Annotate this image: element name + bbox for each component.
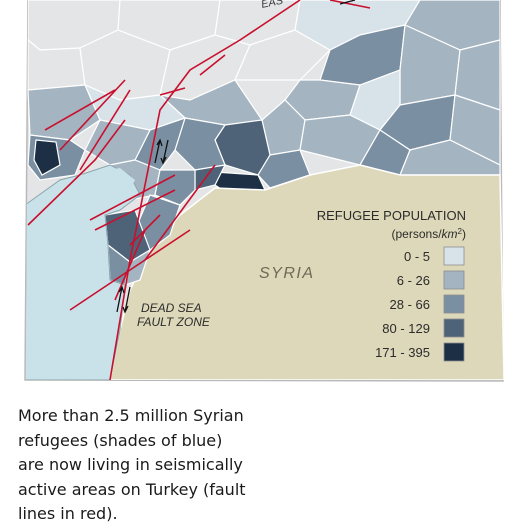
turkey-districts xyxy=(27,0,331,101)
refugee-map: EAS SYRIA DEAD SEA FAULT ZONE REFUGEE PO… xyxy=(24,0,504,382)
legend-units: (persons/km2) xyxy=(392,227,466,241)
legend-item-label: 28 - 66 xyxy=(390,297,430,312)
legend: REFUGEE POPULATION (persons/km2) 0 - 5 6 … xyxy=(317,208,466,362)
legend-title: REFUGEE POPULATION xyxy=(317,208,466,223)
iskenderun-gulf xyxy=(80,168,135,205)
fault-offset-arrows xyxy=(116,0,356,314)
legend-item-label: 0 - 5 xyxy=(404,249,430,264)
label-east-partial: EAS xyxy=(260,0,285,11)
legend-item-swatch xyxy=(443,318,465,338)
legend-item-swatch xyxy=(443,270,465,290)
legend-item-label: 6 - 26 xyxy=(397,273,430,288)
legend-item-swatch xyxy=(443,246,465,266)
legend-item-swatch xyxy=(443,342,465,362)
refugee-districts-northeast xyxy=(261,0,501,176)
map-caption: More than 2.5 million Syrian refugees (s… xyxy=(18,406,246,523)
fault-lines xyxy=(27,0,371,380)
legend-item-label: 171 - 395 xyxy=(375,345,430,360)
hatay-districts xyxy=(104,194,181,286)
legend-item-swatch xyxy=(443,294,465,314)
label-syria: SYRIA xyxy=(259,265,315,282)
legend-item-label: 80 - 129 xyxy=(382,321,430,336)
label-fault-zone-line1: DEAD SEA xyxy=(141,301,202,315)
label-fault-zone-line2: FAULT ZONE xyxy=(137,315,211,329)
